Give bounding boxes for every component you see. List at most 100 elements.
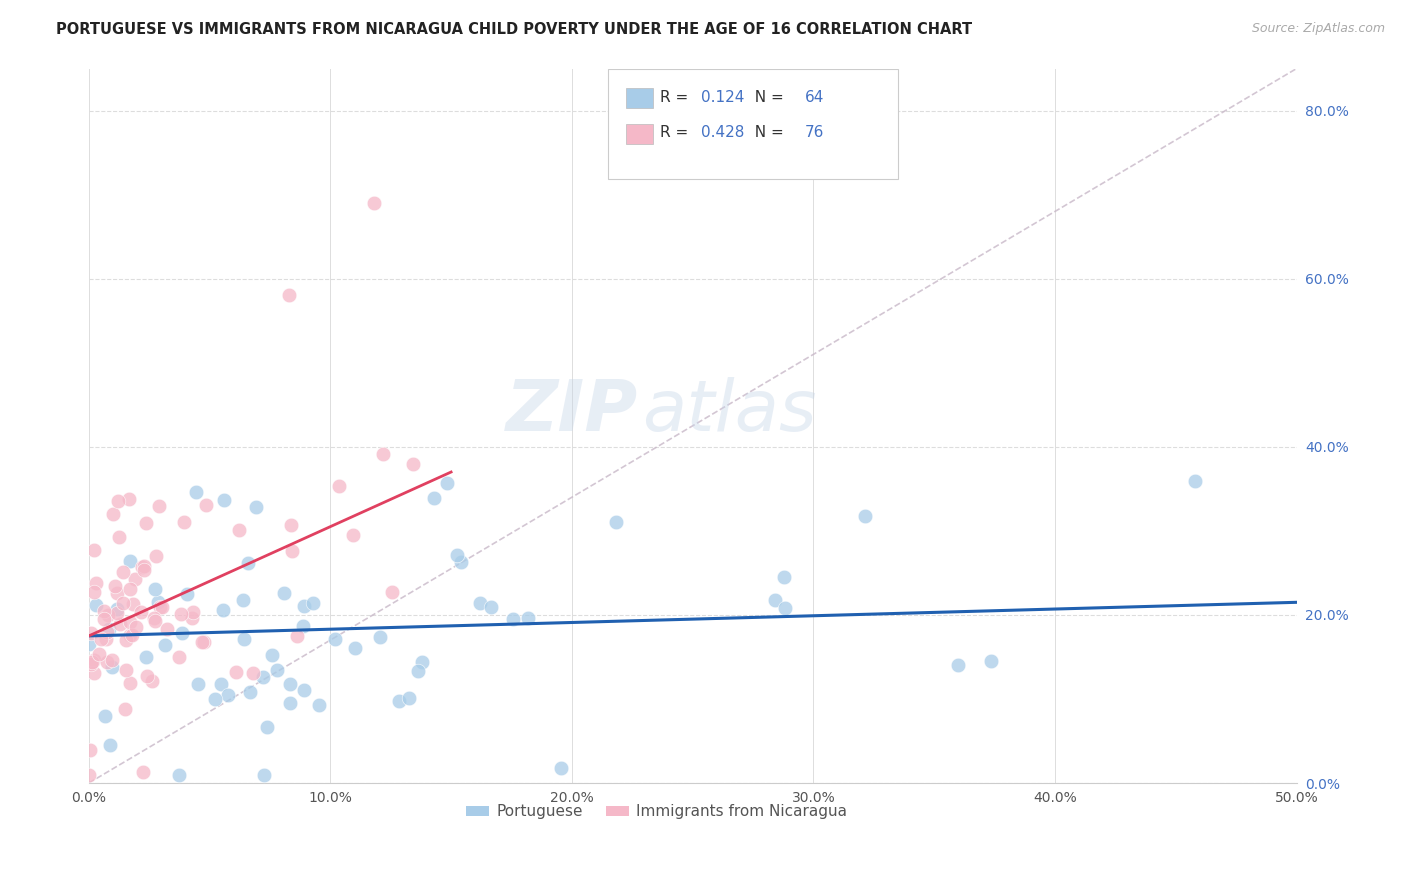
Point — [411, 655, 433, 669]
Point — [191, 634, 214, 648]
Point — [87, 647, 110, 661]
Text: N =: N = — [745, 89, 789, 104]
Point — [105, 586, 128, 600]
Text: N =: N = — [745, 126, 789, 140]
Point — [228, 523, 250, 537]
Point — [328, 479, 350, 493]
Point — [217, 688, 239, 702]
Point — [292, 682, 315, 697]
Point — [233, 632, 256, 646]
Point — [204, 692, 226, 706]
Point — [153, 638, 176, 652]
Point — [79, 767, 101, 781]
Point — [236, 556, 259, 570]
Point — [148, 499, 170, 513]
Point — [134, 558, 156, 573]
Text: 0.428: 0.428 — [702, 126, 745, 140]
Point — [132, 764, 155, 779]
Point — [145, 549, 167, 563]
Point — [193, 635, 215, 649]
Point — [256, 720, 278, 734]
Point — [152, 599, 174, 614]
Point — [90, 632, 112, 646]
Point — [373, 447, 395, 461]
Point — [239, 684, 262, 698]
Text: R =: R = — [659, 89, 693, 104]
Point — [398, 691, 420, 706]
Point — [266, 663, 288, 677]
Point — [285, 629, 308, 643]
Point — [252, 767, 274, 781]
Point — [96, 655, 118, 669]
Point — [423, 491, 446, 505]
Point — [86, 575, 108, 590]
Point — [143, 614, 166, 628]
Point — [280, 518, 302, 533]
Point — [408, 664, 430, 678]
Text: ZIP: ZIP — [506, 377, 638, 446]
Point — [773, 570, 796, 584]
Point — [103, 507, 125, 521]
Point — [343, 641, 366, 656]
Point — [946, 658, 969, 673]
Point — [183, 605, 205, 619]
Point — [124, 573, 146, 587]
Point — [225, 665, 247, 680]
Point — [402, 458, 425, 472]
Text: Source: ZipAtlas.com: Source: ZipAtlas.com — [1251, 22, 1385, 36]
Point — [96, 632, 118, 646]
Text: R =: R = — [659, 126, 693, 140]
Point — [100, 653, 122, 667]
Point — [176, 587, 198, 601]
Point — [97, 607, 120, 622]
Point — [83, 543, 105, 558]
Point — [605, 516, 627, 530]
Point — [156, 622, 179, 636]
Point — [980, 654, 1002, 668]
Point — [83, 653, 105, 667]
Point — [479, 600, 502, 615]
Point — [83, 584, 105, 599]
Point — [278, 288, 301, 302]
Point — [135, 649, 157, 664]
Point — [114, 702, 136, 716]
Point — [125, 620, 148, 634]
Point — [93, 709, 115, 723]
Point — [118, 675, 141, 690]
Point — [136, 669, 159, 683]
Point — [149, 600, 172, 615]
Point — [173, 516, 195, 530]
Point — [132, 563, 155, 577]
Point — [115, 633, 138, 648]
Point — [308, 698, 330, 712]
Legend: Portuguese, Immigrants from Nicaragua: Portuguese, Immigrants from Nicaragua — [460, 798, 853, 825]
Point — [370, 630, 392, 644]
Text: 64: 64 — [806, 89, 824, 104]
Point — [121, 628, 143, 642]
Point — [292, 619, 315, 633]
Point — [83, 666, 105, 681]
FancyBboxPatch shape — [609, 69, 898, 179]
Point — [853, 508, 876, 523]
Point — [184, 484, 207, 499]
Point — [470, 596, 492, 610]
Point — [323, 632, 346, 646]
Point — [302, 596, 325, 610]
Point — [108, 617, 131, 632]
Point — [211, 603, 233, 617]
Point — [141, 674, 163, 689]
Point — [381, 584, 404, 599]
Point — [446, 548, 468, 562]
Point — [342, 528, 364, 542]
Point — [96, 625, 118, 640]
Point — [181, 611, 204, 625]
Point — [232, 593, 254, 607]
Point — [105, 602, 128, 616]
Point — [93, 612, 115, 626]
Point — [167, 649, 190, 664]
Point — [79, 743, 101, 757]
Point — [120, 615, 142, 629]
Point — [242, 665, 264, 680]
Point — [84, 598, 107, 612]
Point — [107, 494, 129, 508]
